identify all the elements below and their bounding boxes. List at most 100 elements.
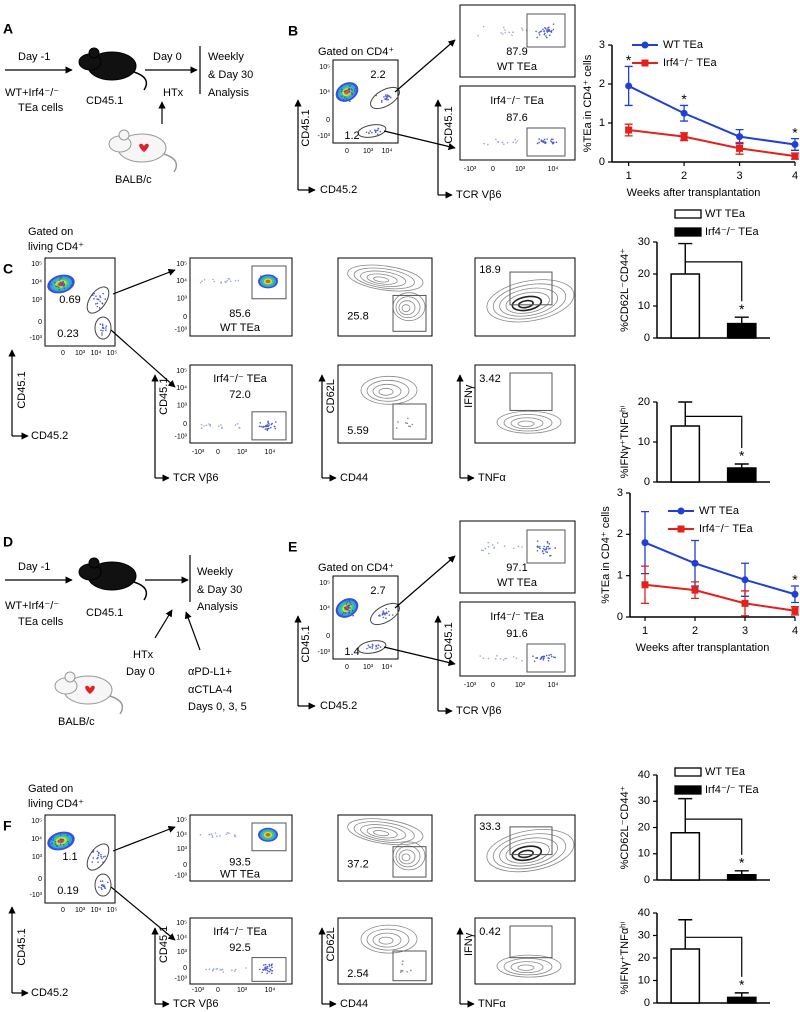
- event-dot: [274, 427, 277, 430]
- event-dot: [521, 29, 524, 31]
- event-dot: [58, 283, 61, 286]
- event-dot: [55, 285, 57, 287]
- event-dot: [487, 545, 490, 548]
- label: Weekly: [197, 566, 233, 578]
- event-dot: [545, 550, 547, 553]
- event-dot: [546, 540, 549, 543]
- gate: [509, 925, 553, 959]
- error-bar: [678, 401, 693, 426]
- event-dot: [550, 140, 552, 142]
- event-dot: [541, 140, 544, 143]
- gate-value: 25.8: [347, 310, 368, 322]
- label: CD44: [340, 998, 368, 1010]
- tick-label: 0: [38, 319, 42, 326]
- event-dot: [231, 969, 233, 972]
- contour: [347, 264, 424, 292]
- event-dot: [99, 300, 101, 303]
- event-dot: [62, 843, 65, 846]
- gate: [370, 86, 400, 110]
- y-tick-label: 1: [599, 117, 605, 129]
- event-dot: [60, 840, 63, 843]
- event-dot: [101, 884, 103, 886]
- gate: [357, 124, 387, 138]
- tick-label: 10⁵: [319, 64, 330, 71]
- event-dot: [547, 30, 550, 32]
- event-dot: [225, 833, 228, 836]
- event-dot: [539, 30, 542, 33]
- event-dot: [493, 547, 495, 549]
- event-dot: [548, 657, 550, 660]
- event-dot: [544, 140, 546, 143]
- significance: *: [739, 301, 745, 317]
- gate-value: 0.19: [57, 885, 78, 897]
- event-dot: [66, 834, 69, 837]
- event-dot: [96, 305, 99, 308]
- point: [791, 152, 799, 160]
- event-dot: [375, 648, 377, 650]
- event-dot: [536, 545, 539, 548]
- contour: [492, 833, 567, 870]
- event-dot: [549, 555, 551, 557]
- y-tick-label: 3: [617, 487, 623, 499]
- event-dot: [345, 603, 348, 605]
- gate-value: 3.42: [479, 373, 500, 385]
- event-dot: [348, 609, 351, 612]
- arrow: [110, 886, 176, 941]
- contour: [366, 928, 410, 951]
- event-dot: [264, 963, 267, 966]
- legend-label: WT TEa: [699, 505, 740, 517]
- contour: [395, 296, 421, 319]
- event-dot: [546, 551, 549, 554]
- event-dot: [237, 279, 240, 282]
- event-dot: [340, 90, 343, 93]
- contour: [517, 964, 535, 971]
- event-dot: [262, 969, 265, 971]
- event-dot: [482, 549, 485, 552]
- event-dot: [502, 659, 505, 661]
- label: CD45.2: [31, 430, 68, 442]
- label: TNFα: [478, 472, 506, 484]
- event-dot: [365, 131, 368, 134]
- event-dot: [200, 427, 203, 430]
- contour: [517, 849, 534, 859]
- contour: [503, 414, 553, 432]
- event-dot: [345, 607, 347, 610]
- legend-label: Irf4⁻/⁻ TEa: [699, 523, 753, 535]
- y-tick-label: 3: [599, 39, 605, 51]
- gate-value: 1.4: [344, 646, 359, 658]
- event-dot: [50, 283, 53, 286]
- event-dot: [343, 90, 346, 93]
- plot-frame: [189, 814, 293, 882]
- event-dot: [379, 646, 382, 648]
- tick-label: 0: [216, 449, 220, 456]
- tick-label: 10⁴: [548, 166, 559, 173]
- label: TCR Vβ6: [456, 705, 501, 717]
- contour: [505, 841, 550, 864]
- gate: [392, 403, 427, 440]
- contour: [401, 853, 411, 862]
- event-dot: [401, 970, 403, 972]
- event-dot: [205, 968, 207, 971]
- gate: [509, 372, 553, 411]
- gate-value: 1.2: [344, 130, 359, 142]
- event-dot: [369, 646, 372, 649]
- gate-value: 2.2: [370, 69, 385, 81]
- event-dot: [213, 280, 216, 283]
- event-dot: [479, 655, 482, 657]
- event-dot: [487, 541, 490, 544]
- gate: [251, 411, 287, 441]
- event-dot: [542, 657, 545, 659]
- tick-label: 10⁵: [176, 920, 187, 927]
- point: [680, 109, 688, 117]
- event-dot: [58, 286, 60, 289]
- event-dot: [234, 835, 237, 838]
- event-dot: [107, 881, 109, 884]
- event-dot: [514, 138, 517, 141]
- event-dot: [62, 282, 64, 285]
- event-dot: [411, 423, 413, 426]
- event-dot: [387, 98, 390, 101]
- event-dot: [545, 28, 547, 30]
- error-bar: [734, 316, 749, 324]
- legend-label: WT TEa: [663, 39, 704, 51]
- event-dot: [548, 26, 550, 29]
